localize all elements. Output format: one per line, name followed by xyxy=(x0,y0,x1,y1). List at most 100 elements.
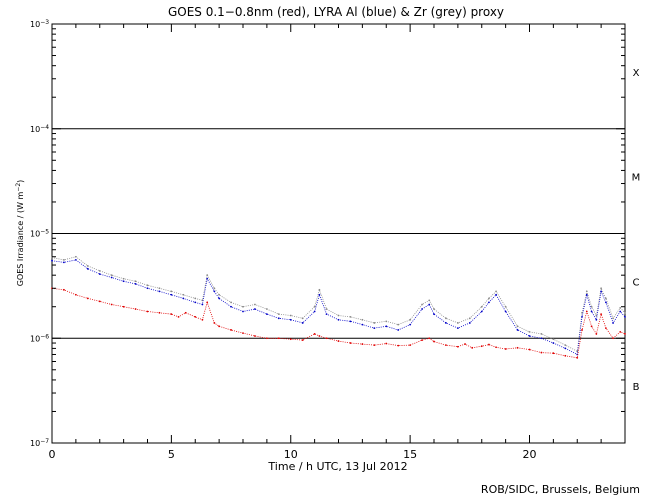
data-point xyxy=(600,287,603,290)
data-point xyxy=(86,265,89,267)
data-point xyxy=(585,293,588,296)
data-point xyxy=(421,339,423,342)
data-point xyxy=(265,337,268,340)
data-point xyxy=(590,310,593,313)
data-point xyxy=(98,273,101,275)
data-point xyxy=(385,325,388,328)
data-point xyxy=(456,345,459,348)
data-point xyxy=(397,329,400,331)
data-point xyxy=(318,288,321,291)
data-point xyxy=(528,335,531,337)
x-tick-label: 20 xyxy=(523,448,537,461)
y-axis-label-sup: −2 xyxy=(15,183,22,192)
data-point xyxy=(349,320,352,323)
data-point xyxy=(206,274,209,277)
data-point xyxy=(528,348,531,351)
data-point xyxy=(468,322,471,324)
chart-title: GOES 0.1−0.8nm (red), LYRA Al (blue) & Z… xyxy=(168,5,504,19)
data-point xyxy=(600,290,603,293)
data-point xyxy=(495,290,497,293)
data-point xyxy=(471,346,474,349)
data-point xyxy=(218,325,221,328)
data-point xyxy=(433,340,435,343)
data-point xyxy=(277,313,280,316)
data-point xyxy=(624,311,626,314)
data-point xyxy=(110,274,113,277)
flare-class-label: B xyxy=(633,382,640,393)
data-point xyxy=(242,310,244,313)
y-tick-base: 10 xyxy=(30,20,40,29)
data-point xyxy=(373,322,376,324)
data-point xyxy=(74,255,77,258)
data-point xyxy=(201,318,204,321)
data-point xyxy=(590,305,593,308)
y-tick-exponent: −3 xyxy=(40,19,49,26)
data-point xyxy=(301,322,304,324)
data-point xyxy=(504,348,507,350)
data-point xyxy=(74,293,77,296)
data-point xyxy=(218,297,221,300)
y-tick-label: 10−5 xyxy=(30,229,49,239)
data-point xyxy=(612,317,614,320)
y-axis-label: GOES Irradiance / (W m−2) xyxy=(15,180,25,287)
data-point xyxy=(433,308,435,310)
data-point xyxy=(230,329,232,331)
x-tick-label: 5 xyxy=(168,448,175,461)
data-point xyxy=(122,277,125,280)
data-point xyxy=(590,325,593,328)
data-point xyxy=(552,338,555,341)
data-point xyxy=(337,340,340,342)
data-point xyxy=(445,344,447,347)
data-point xyxy=(337,314,340,317)
data-point xyxy=(600,313,603,316)
data-point xyxy=(184,311,187,314)
data-point xyxy=(504,305,507,308)
y-axis-label-main: GOES Irradiance / (W m xyxy=(16,191,25,286)
data-point xyxy=(581,315,583,318)
data-point xyxy=(86,267,89,270)
data-point xyxy=(218,293,221,296)
data-point xyxy=(213,322,216,324)
data-point xyxy=(595,318,598,321)
y-tick-exponent: −5 xyxy=(40,229,49,236)
y-tick-exponent: −6 xyxy=(40,333,49,340)
data-point xyxy=(409,318,412,321)
data-point xyxy=(581,329,583,331)
data-point xyxy=(63,261,65,264)
data-point xyxy=(488,297,490,300)
data-point xyxy=(361,318,364,321)
data-point xyxy=(242,305,244,308)
data-point xyxy=(585,290,588,293)
data-point xyxy=(122,280,125,283)
data-point xyxy=(63,288,65,291)
data-point xyxy=(516,346,519,349)
data-point xyxy=(301,339,304,342)
y-axis: 10−710−610−510−410−3 xyxy=(30,19,625,448)
data-point xyxy=(146,287,149,290)
data-point xyxy=(194,297,197,300)
data-point xyxy=(619,306,622,309)
data-point xyxy=(480,345,483,348)
data-point xyxy=(194,315,197,318)
data-point xyxy=(170,293,173,296)
x-tick-label: 15 xyxy=(403,448,417,461)
data-point xyxy=(254,303,256,306)
data-point xyxy=(230,305,232,308)
data-point xyxy=(605,297,607,300)
data-point xyxy=(456,322,459,324)
flare-class-label: M xyxy=(632,173,641,184)
data-point xyxy=(540,333,543,335)
data-point xyxy=(612,337,614,340)
data-point xyxy=(552,352,555,355)
y-tick-label: 10−6 xyxy=(30,333,49,343)
data-point xyxy=(576,356,579,359)
data-point xyxy=(289,314,292,317)
data-point xyxy=(63,258,65,261)
data-point xyxy=(464,343,466,345)
data-point xyxy=(361,323,364,326)
data-point xyxy=(605,327,607,329)
data-point xyxy=(265,308,268,310)
data-point xyxy=(170,313,173,316)
data-point xyxy=(289,318,292,321)
